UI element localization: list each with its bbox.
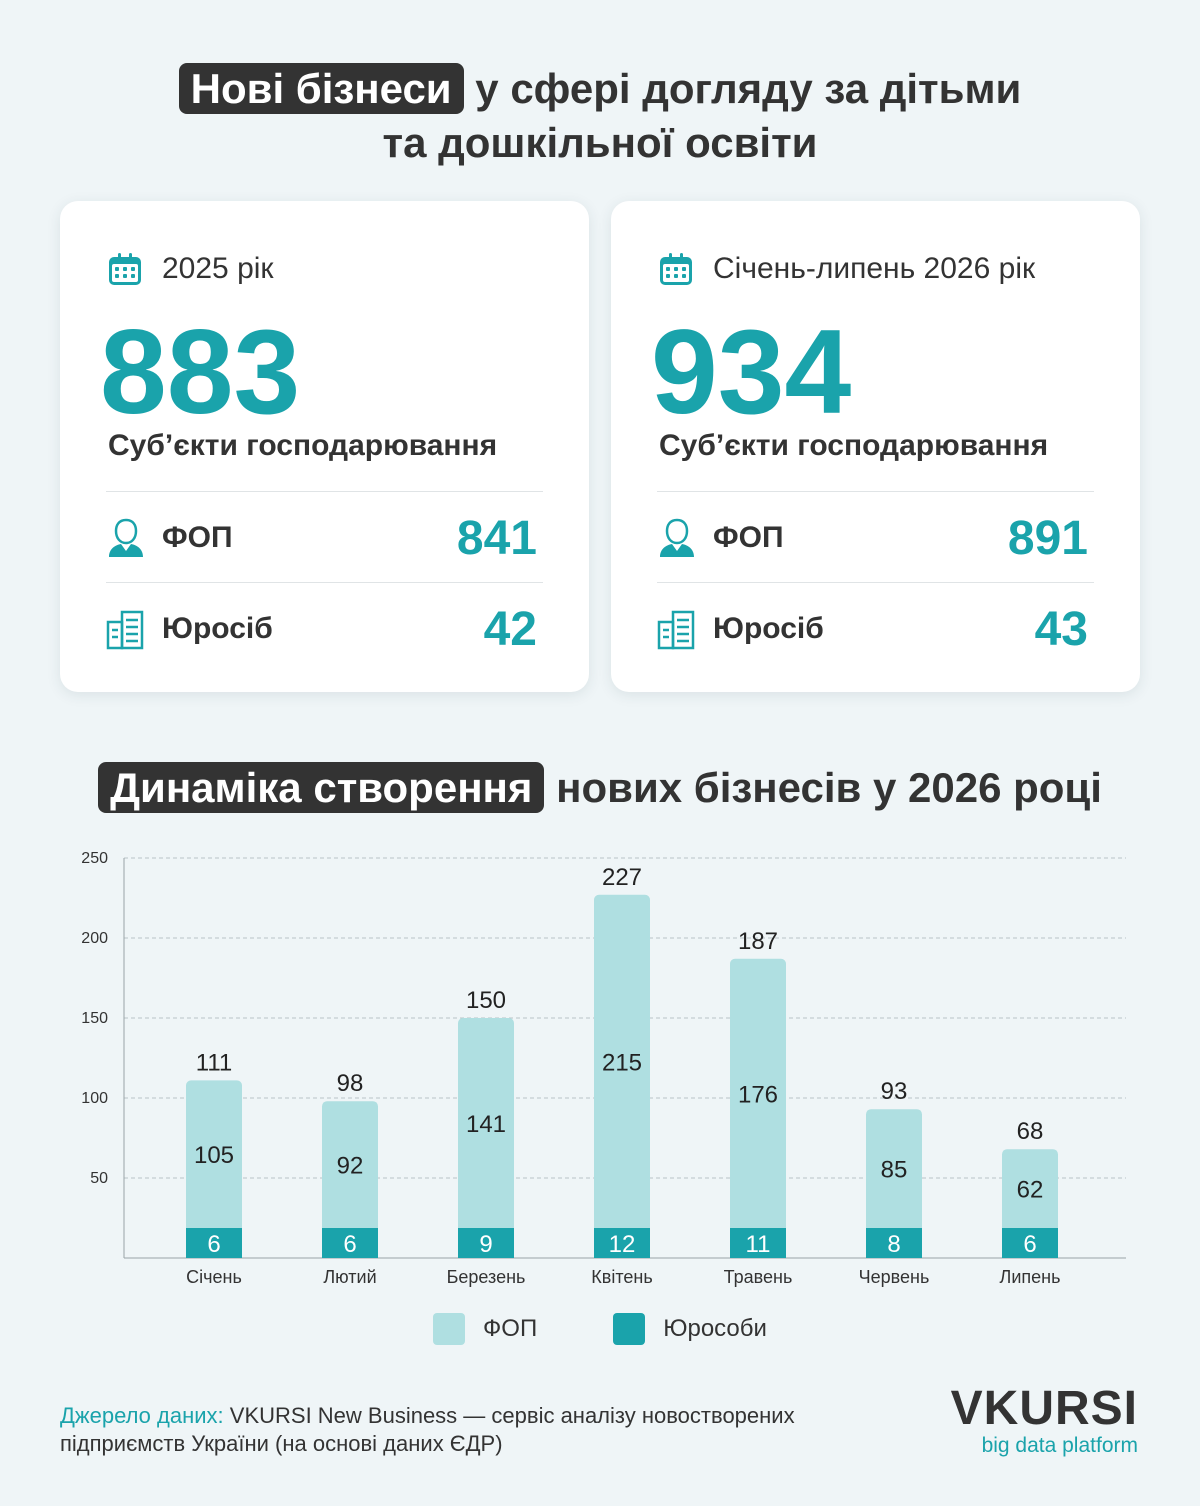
period-label: 2025 рік xyxy=(162,252,274,285)
bar-label-legal: 6 xyxy=(207,1231,220,1258)
bar-label-total: 227 xyxy=(602,864,642,891)
bar-label-legal: 6 xyxy=(343,1231,356,1258)
title-highlight: Нові бізнеси xyxy=(178,63,464,114)
card-period: 2025 рік xyxy=(108,249,274,289)
bar-legal xyxy=(730,1228,786,1258)
legend-item-fop: ФОП xyxy=(433,1313,537,1345)
chart-title-rest: нових бізнесів у 2026 році xyxy=(544,764,1102,811)
legend-swatch-fop xyxy=(433,1313,466,1345)
bar-fop xyxy=(730,958,786,1258)
calendar-icon xyxy=(109,253,141,285)
legal-entity-row: Юросіб 42 xyxy=(106,602,537,656)
title-rest: у сфері догляду за дітьми xyxy=(463,65,1022,112)
legal-entity-label: Юросіб xyxy=(713,612,824,645)
legal-entity-value: 42 xyxy=(483,602,537,656)
divider xyxy=(106,582,543,583)
bar-fop xyxy=(866,1109,922,1258)
source-text: VKURSI New Business — сервіс аналізу нов… xyxy=(60,1403,795,1456)
chart-title: Динаміка створення нових бізнесів у 2026… xyxy=(0,760,1200,816)
calendar-icon xyxy=(660,253,692,285)
bar-fop xyxy=(186,1080,242,1258)
divider xyxy=(657,582,1094,583)
data-source-note: Джерело даних: VKURSI New Business — сер… xyxy=(60,1402,920,1458)
y-tick-label: 200 xyxy=(81,930,108,947)
period-label: Січень-липень 2026 рік xyxy=(713,252,1036,285)
bar-label-fop: 215 xyxy=(602,1049,642,1076)
chart-title-highlight: Динаміка створення xyxy=(98,762,545,813)
bar-label-legal: 8 xyxy=(887,1231,900,1258)
fop-label: ФОП xyxy=(713,521,784,554)
legend-swatch-legal xyxy=(613,1313,646,1345)
bar-label-fop: 92 xyxy=(337,1153,364,1180)
brand-tagline: big data platform xyxy=(981,1434,1138,1457)
y-tick-label: 150 xyxy=(81,1010,108,1027)
bar-legal xyxy=(594,1228,650,1258)
bar-label-legal: 11 xyxy=(746,1231,771,1258)
brand-logo: VKURSI big data platform xyxy=(951,1384,1138,1458)
legal-entity-value: 43 xyxy=(1034,602,1088,656)
card-period: Січень-липень 2026 рік xyxy=(659,249,1035,289)
person-icon xyxy=(109,518,143,557)
legal-entity-row: Юросіб 43 xyxy=(657,602,1088,656)
y-tick-label: 50 xyxy=(90,1170,108,1187)
bar-label-legal: 9 xyxy=(479,1231,492,1258)
source-label: Джерело даних: xyxy=(60,1403,224,1428)
building-icon xyxy=(657,610,695,650)
bar-label-fop: 105 xyxy=(194,1142,234,1169)
y-tick-label: 100 xyxy=(81,1090,108,1107)
bar-label-total: 111 xyxy=(196,1049,232,1076)
stats-card-2026: Січень-липень 2026 рік 934 Суб’єкти госп… xyxy=(611,201,1140,692)
x-tick-label: Травень xyxy=(724,1267,793,1287)
fop-label: ФОП xyxy=(162,521,233,554)
bar-legal xyxy=(458,1228,514,1258)
fop-row: ФОП 841 xyxy=(106,511,537,565)
bar-legal xyxy=(1002,1228,1058,1258)
fop-value: 841 xyxy=(456,511,537,565)
bar-label-total: 150 xyxy=(466,987,506,1014)
bar-label-total: 187 xyxy=(738,928,778,955)
bar-legal xyxy=(866,1228,922,1258)
total-label: Суб’єкти господарювання xyxy=(659,429,1049,462)
bar-legal xyxy=(322,1228,378,1258)
y-tick-label: 250 xyxy=(81,850,108,867)
divider xyxy=(657,491,1094,492)
bar-legal xyxy=(186,1228,242,1258)
bar-label-fop: 176 xyxy=(738,1081,778,1108)
bar-label-legal: 12 xyxy=(609,1231,636,1258)
bar-label-legal: 6 xyxy=(1023,1231,1036,1258)
x-tick-label: Липень xyxy=(1000,1267,1061,1287)
title-line2: та дошкільної освіти xyxy=(382,119,818,166)
x-tick-label: Січень xyxy=(186,1267,242,1287)
person-icon xyxy=(660,518,694,557)
building-icon xyxy=(106,610,144,650)
total-label: Суб’єкти господарювання xyxy=(108,429,498,462)
bar-fop xyxy=(322,1101,378,1258)
bar-label-total: 98 xyxy=(337,1070,364,1097)
bar-label-fop: 62 xyxy=(1017,1177,1044,1204)
x-tick-label: Березень xyxy=(447,1267,526,1287)
bar-label-total: 68 xyxy=(1017,1118,1044,1145)
x-tick-label: Квітень xyxy=(591,1267,652,1287)
bar-fop xyxy=(458,1018,514,1258)
legal-entity-label: Юросіб xyxy=(162,612,273,645)
total-value: 934 xyxy=(651,305,852,439)
fop-row: ФОП 891 xyxy=(657,511,1088,565)
bar-label-fop: 141 xyxy=(466,1111,506,1138)
x-tick-label: Лютий xyxy=(323,1267,376,1287)
bar-label-total: 93 xyxy=(881,1078,908,1105)
total-value: 883 xyxy=(100,305,301,439)
stacked-bar-chart: 50 100 150 200 250 6 105 111 Січень 6 92 98 Лютий 9 14… xyxy=(81,850,1126,1287)
legend-item-legal: Юрособи xyxy=(613,1313,767,1345)
brand-name: VKURSI xyxy=(950,1382,1138,1435)
chart-legend: ФОП Юрособи xyxy=(0,1313,1200,1345)
fop-value: 891 xyxy=(1007,511,1088,565)
bar-fop xyxy=(594,894,650,1258)
page-title: Нові бізнеси у сфері догляду за дітьми т… xyxy=(0,62,1200,170)
bar-label-fop: 85 xyxy=(881,1157,908,1184)
divider xyxy=(106,491,543,492)
legend-label-legal: Юрособи xyxy=(663,1315,767,1342)
x-tick-label: Червень xyxy=(859,1267,930,1287)
legend-label-fop: ФОП xyxy=(483,1315,538,1342)
stats-card-2025: 2025 рік 883 Суб’єкти господарювання ФОП… xyxy=(60,201,589,692)
